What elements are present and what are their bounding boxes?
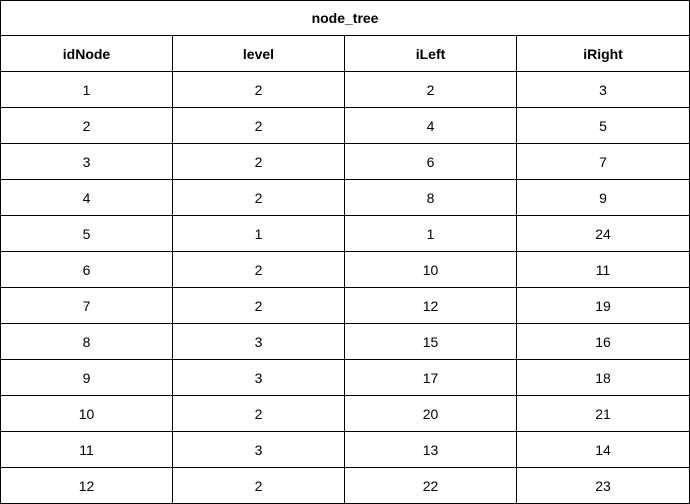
table-row: 10 2 20 21 [0, 395, 690, 432]
cell-iright: 9 [515, 179, 690, 216]
column-header-ileft: iLeft [344, 35, 517, 72]
cell-idnode: 5 [0, 215, 173, 252]
cell-level: 2 [172, 287, 345, 324]
cell-ileft: 6 [344, 143, 517, 180]
cell-ileft: 17 [344, 359, 517, 396]
cell-iright: 14 [515, 431, 690, 468]
cell-level: 1 [172, 215, 345, 252]
cell-level: 2 [172, 395, 345, 432]
cell-idnode: 1 [0, 71, 173, 108]
table-row: 12 2 22 23 [0, 467, 690, 504]
table-row: 11 3 13 14 [0, 431, 690, 468]
cell-ileft: 22 [344, 467, 517, 504]
cell-ileft: 2 [344, 71, 517, 108]
table-row: 8 3 15 16 [0, 323, 690, 360]
cell-iright: 18 [515, 359, 690, 396]
cell-ileft: 4 [344, 107, 517, 144]
cell-ileft: 8 [344, 179, 517, 216]
cell-ileft: 15 [344, 323, 517, 360]
table-row: 9 3 17 18 [0, 359, 690, 396]
cell-ileft: 20 [344, 395, 517, 432]
cell-iright: 11 [515, 251, 690, 288]
cell-ileft: 12 [344, 287, 517, 324]
table-header-row: idNode level iLeft iRight [0, 35, 690, 72]
cell-iright: 7 [515, 143, 690, 180]
cell-idnode: 12 [0, 467, 173, 504]
cell-idnode: 3 [0, 143, 173, 180]
cell-ileft: 1 [344, 215, 517, 252]
cell-idnode: 4 [0, 179, 173, 216]
cell-level: 3 [172, 323, 345, 360]
cell-level: 2 [172, 251, 345, 288]
cell-level: 2 [172, 107, 345, 144]
cell-iright: 16 [515, 323, 690, 360]
table-row: 7 2 12 19 [0, 287, 690, 324]
table-row: 5 1 1 24 [0, 215, 690, 252]
column-header-idnode: idNode [0, 35, 173, 72]
cell-idnode: 11 [0, 431, 173, 468]
cell-iright: 5 [515, 107, 690, 144]
cell-iright: 21 [515, 395, 690, 432]
cell-idnode: 2 [0, 107, 173, 144]
cell-level: 2 [172, 143, 345, 180]
cell-iright: 19 [515, 287, 690, 324]
cell-ileft: 13 [344, 431, 517, 468]
cell-idnode: 9 [0, 359, 173, 396]
cell-iright: 23 [515, 467, 690, 504]
table-row: 6 2 10 11 [0, 251, 690, 288]
cell-iright: 3 [515, 71, 690, 108]
cell-level: 3 [172, 431, 345, 468]
table-title-row: node_tree [0, 0, 690, 36]
table-title: node_tree [0, 0, 690, 36]
cell-iright: 24 [515, 215, 690, 252]
cell-ileft: 10 [344, 251, 517, 288]
cell-level: 3 [172, 359, 345, 396]
column-header-level: level [172, 35, 345, 72]
cell-idnode: 8 [0, 323, 173, 360]
cell-level: 2 [172, 179, 345, 216]
cell-level: 2 [172, 467, 345, 504]
cell-idnode: 7 [0, 287, 173, 324]
column-header-iright: iRight [515, 35, 690, 72]
table-body: 1 2 2 3 2 2 4 5 3 2 6 7 4 2 8 9 5 1 1 24 6 2 10 11 7 2 12 19 8 3 15 16 9… [0, 71, 690, 504]
cell-idnode: 6 [0, 251, 173, 288]
cell-idnode: 10 [0, 395, 173, 432]
cell-level: 2 [172, 71, 345, 108]
